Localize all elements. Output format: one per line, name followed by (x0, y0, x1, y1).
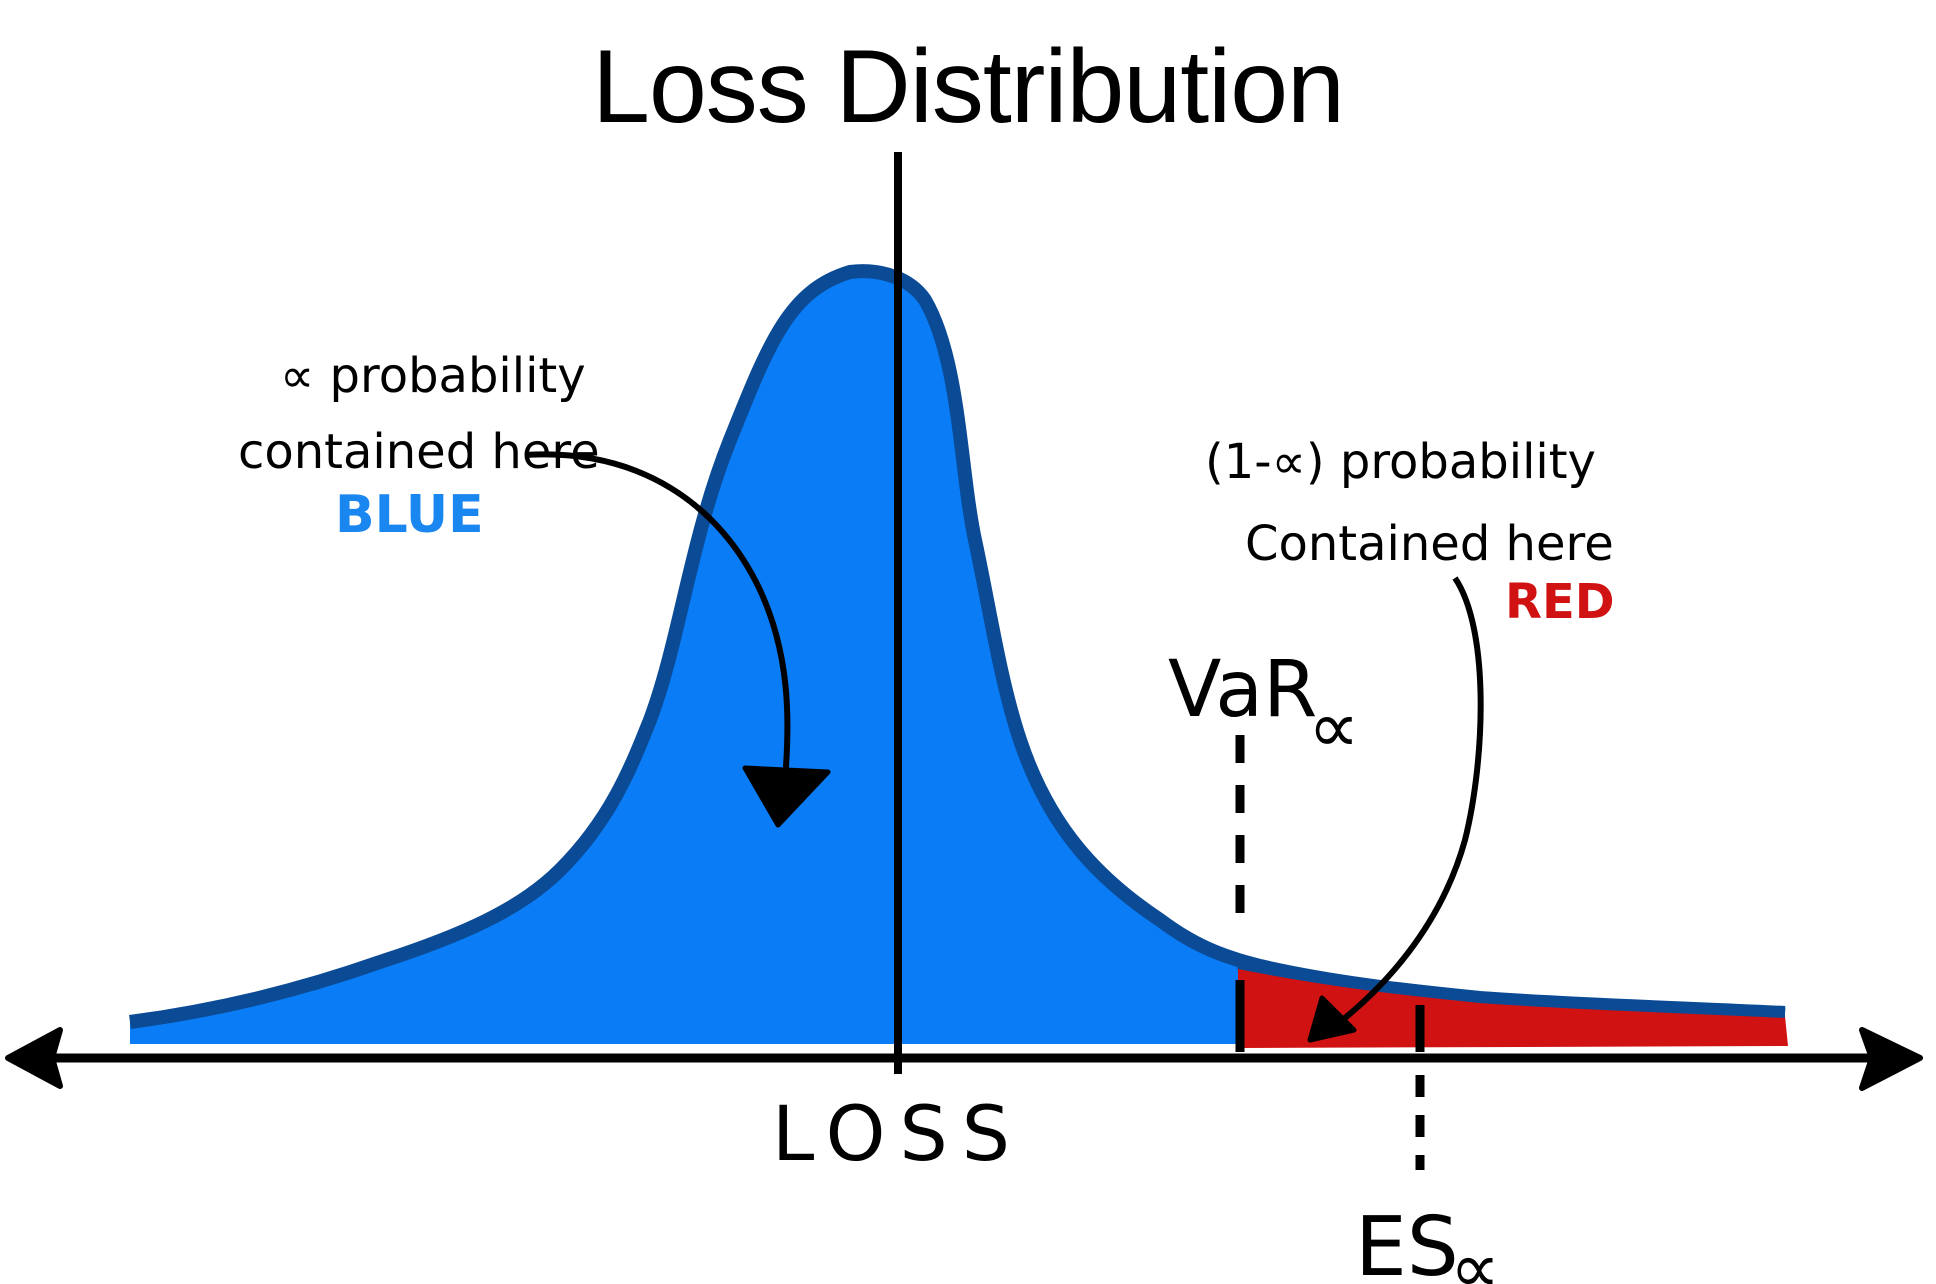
var-subscript: ∝ (1308, 685, 1359, 769)
body-base-strip (130, 1030, 1240, 1044)
alpha-arrowhead-icon (742, 765, 831, 828)
es-label: ES (1355, 1200, 1459, 1284)
tail-outline (1237, 959, 1786, 1018)
axis-right-arrow-icon (1859, 1027, 1923, 1091)
tail-annotation-line2: Contained here (1245, 516, 1614, 572)
loss-axis (5, 1027, 1923, 1091)
alpha-annotation-line2: contained here (238, 424, 600, 480)
alpha-arrow (524, 451, 831, 828)
tail-arrow (1307, 576, 1484, 1043)
axis-left-arrow-icon (5, 1027, 63, 1089)
alpha-annotation-line1: ∝ probability (280, 348, 586, 404)
page-title: Loss Distribution (592, 29, 1345, 145)
tail-color-word: RED (1505, 574, 1615, 630)
axis-label: LOSS (772, 1089, 1024, 1178)
var-label: VaR (1168, 645, 1317, 735)
alpha-color-word: BLUE (335, 485, 484, 545)
tail-annotation-line1: (1-∝) probability (1205, 434, 1596, 490)
es-subscript: ∝ (1450, 1227, 1500, 1284)
tail-arrowhead-icon (1307, 995, 1357, 1043)
